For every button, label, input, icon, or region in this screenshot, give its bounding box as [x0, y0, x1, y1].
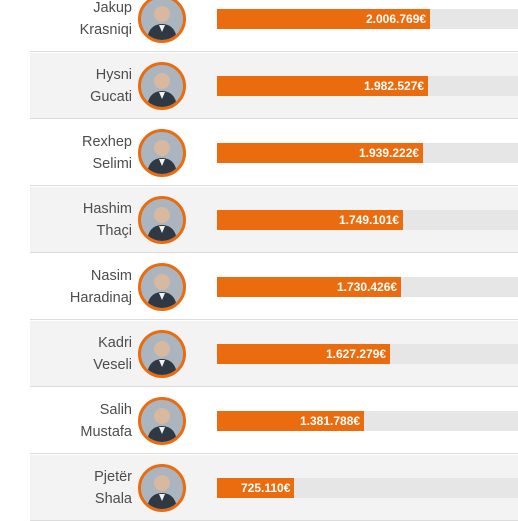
- first-name: Jakup: [93, 0, 132, 16]
- person-name: Hashim Thaçi: [30, 198, 132, 242]
- person-name: Rexhep Selimi: [30, 131, 132, 175]
- bar-track: 1.627.279€: [217, 343, 518, 364]
- portrait-icon: [138, 329, 186, 378]
- portrait-icon: [138, 61, 186, 110]
- portrait-icon: [138, 0, 186, 43]
- list-item: Hysni Gucati 1.982.527€: [30, 53, 518, 119]
- list-item: Nasim Haradinaj 1.730.426€: [30, 254, 518, 320]
- value-bar: [217, 276, 401, 297]
- portrait-icon: [138, 128, 186, 177]
- value-bar: [217, 410, 364, 431]
- first-name: Nasim: [90, 267, 132, 284]
- portrait-icon: [138, 396, 186, 445]
- list-item: Jakup Krasniqi 2.006.769€: [30, 0, 518, 52]
- bar-track: 725.110€: [217, 477, 518, 498]
- last-name: Krasniqi: [79, 21, 132, 38]
- person-name: Salih Mustafa: [30, 399, 132, 443]
- bar-track: 1.939.222€: [217, 142, 518, 163]
- portrait-icon: [138, 463, 186, 512]
- list-item: Kadri Veseli 1.627.279€: [30, 321, 518, 387]
- value-bar: [217, 8, 430, 29]
- bar-track: 1.749.101€: [217, 209, 518, 230]
- person-name: Jakup Krasniqi: [30, 0, 132, 41]
- value-bar: [217, 477, 294, 498]
- last-name: Haradinaj: [69, 289, 132, 306]
- value-label: 1.730.426€: [337, 279, 398, 294]
- person-name: Kadri Veseli: [30, 332, 132, 376]
- first-name: Salih: [99, 401, 132, 418]
- value-bar: [217, 209, 403, 230]
- list-item: Rexhep Selimi 1.939.222€: [30, 120, 518, 186]
- last-name: Gucati: [90, 88, 132, 105]
- value-label: 2.006.769€: [366, 11, 427, 26]
- first-name: Rexhep: [82, 133, 132, 150]
- first-name: Kadri: [98, 334, 132, 351]
- person-name: Nasim Haradinaj: [30, 265, 132, 309]
- bar-track: 1.730.426€: [217, 276, 518, 297]
- last-name: Veseli: [93, 356, 132, 373]
- bar-track: 1.982.527€: [217, 75, 518, 96]
- value-label: 1.982.527€: [364, 78, 425, 93]
- bar-track: 1.381.788€: [217, 410, 518, 431]
- value-bar: [217, 142, 423, 163]
- last-name: Shala: [94, 490, 132, 507]
- list-item: Salih Mustafa 1.381.788€: [30, 388, 518, 454]
- first-name: Hysni: [95, 66, 132, 83]
- value-bar: [217, 75, 428, 96]
- first-name: Hashim: [82, 200, 132, 217]
- portrait-icon: [138, 262, 186, 311]
- last-name: Mustafa: [80, 423, 132, 440]
- person-name: Hysni Gucati: [30, 64, 132, 108]
- bar-track: 2.006.769€: [217, 8, 518, 29]
- list-item: Pjetër Shala 725.110€: [30, 455, 518, 521]
- last-name: Selimi: [92, 155, 132, 172]
- value-label: 1.627.279€: [326, 346, 387, 361]
- person-name: Pjetër Shala: [30, 466, 132, 510]
- value-bar: [217, 343, 390, 364]
- list-item: Hashim Thaçi 1.749.101€: [30, 187, 518, 253]
- first-name: Pjetër: [94, 468, 132, 485]
- last-name: Thaçi: [96, 222, 132, 239]
- value-label: 725.110€: [241, 480, 291, 495]
- value-label: 1.381.788€: [300, 413, 361, 428]
- portrait-icon: [138, 195, 186, 244]
- value-label: 1.939.222€: [359, 145, 420, 160]
- value-label: 1.749.101€: [339, 212, 400, 227]
